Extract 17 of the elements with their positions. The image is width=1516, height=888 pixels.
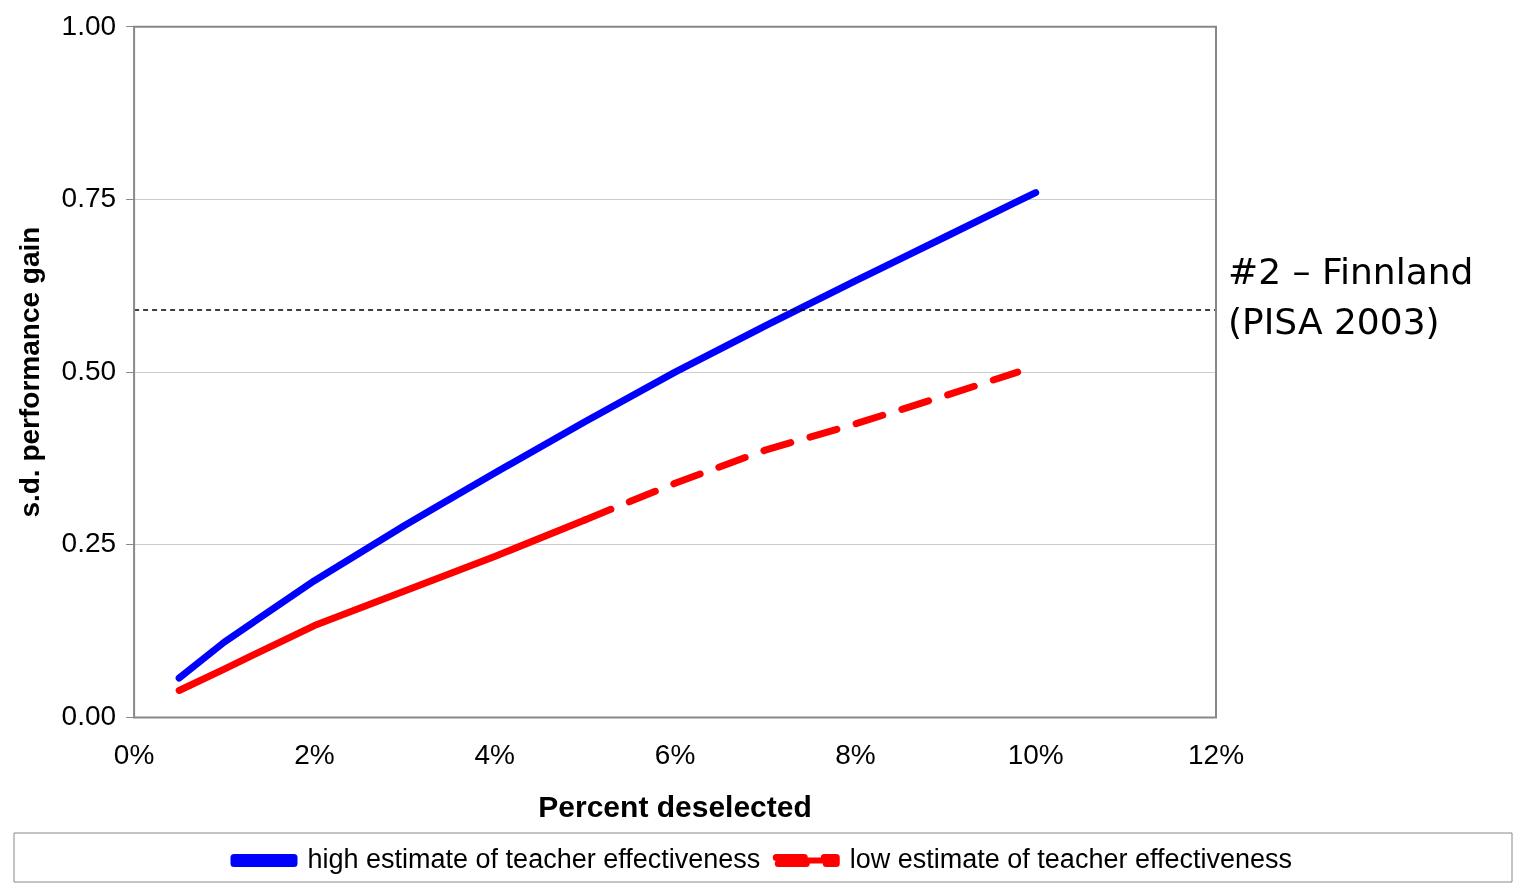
y-tick-label: 0.50: [61, 354, 117, 386]
x-tick-label: 4%: [474, 738, 515, 770]
y-tick-label: 0.00: [61, 700, 117, 732]
y-tick-label: 1.00: [61, 9, 117, 41]
legend-label: low estimate of teacher effectiveness: [849, 843, 1292, 874]
y-axis-title: s.d. performance gain: [13, 226, 45, 518]
x-tick-label: 12%: [1187, 738, 1245, 770]
x-tick-label: 8%: [835, 738, 876, 770]
x-tick-label: 10%: [1007, 738, 1064, 770]
x-tick-label: 0%: [113, 738, 155, 770]
ref-line-label: #2 – Finnland (PISA 2003): [1228, 251, 1474, 343]
x-axis-title: Percent deselected: [538, 790, 812, 824]
y-tick-label: 0.75: [61, 182, 117, 214]
x-tick-label: 2%: [294, 738, 335, 770]
legend-label: high estimate of teacher effectiveness: [307, 843, 761, 874]
y-tick-label: 0.25: [61, 527, 117, 559]
x-tick-label: 6%: [654, 738, 696, 770]
